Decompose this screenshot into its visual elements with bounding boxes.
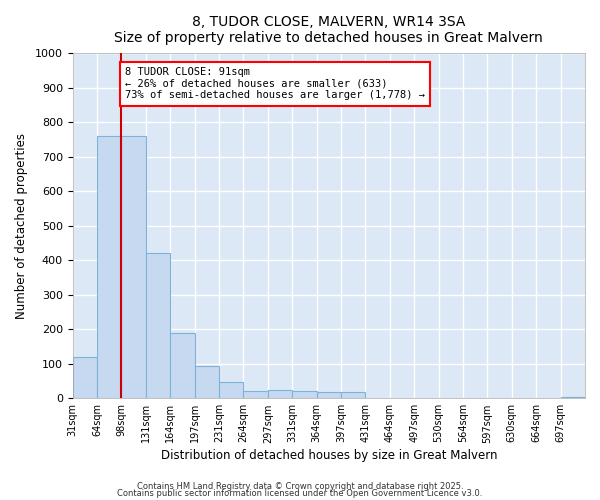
Bar	[341, 392, 365, 398]
X-axis label: Distribution of detached houses by size in Great Malvern: Distribution of detached houses by size …	[161, 450, 497, 462]
Bar	[194, 366, 219, 398]
Text: Contains HM Land Registry data © Crown copyright and database right 2025.: Contains HM Land Registry data © Crown c…	[137, 482, 463, 491]
Title: 8, TUDOR CLOSE, MALVERN, WR14 3SA
Size of property relative to detached houses i: 8, TUDOR CLOSE, MALVERN, WR14 3SA Size o…	[115, 15, 543, 45]
Bar	[560, 396, 585, 398]
Bar	[97, 136, 121, 398]
Y-axis label: Number of detached properties: Number of detached properties	[15, 133, 28, 319]
Bar	[292, 392, 317, 398]
Bar	[317, 392, 341, 398]
Text: 8 TUDOR CLOSE: 91sqm
← 26% of detached houses are smaller (633)
73% of semi-deta: 8 TUDOR CLOSE: 91sqm ← 26% of detached h…	[125, 67, 425, 100]
Bar	[244, 390, 268, 398]
Text: Contains public sector information licensed under the Open Government Licence v3: Contains public sector information licen…	[118, 490, 482, 498]
Bar	[170, 333, 194, 398]
Bar	[73, 357, 97, 399]
Bar	[219, 382, 244, 398]
Bar	[121, 136, 146, 398]
Bar	[268, 390, 292, 398]
Bar	[146, 254, 170, 398]
